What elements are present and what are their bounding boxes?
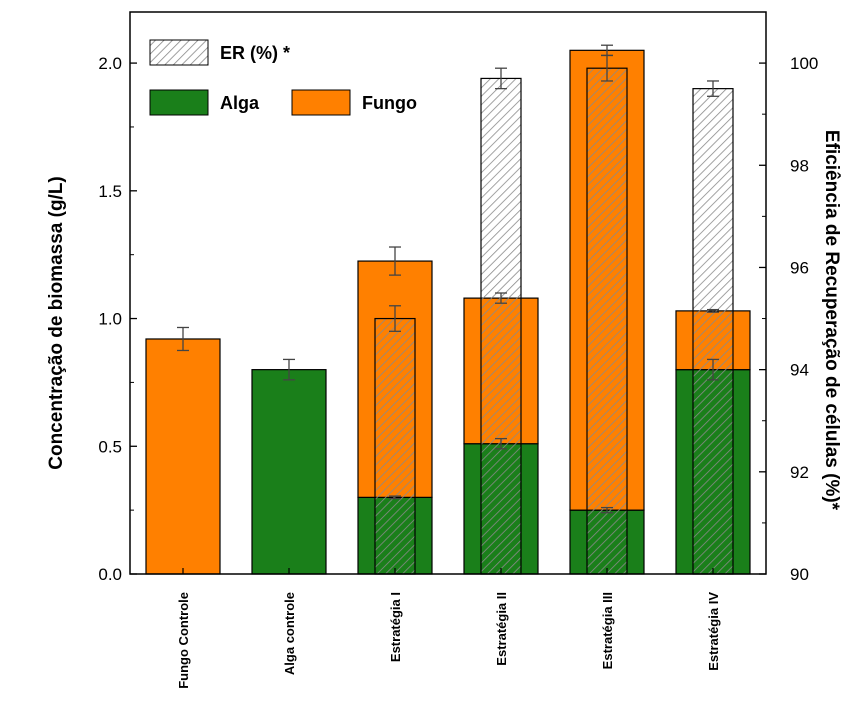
x-tick-label: Estratégia I <box>388 592 403 662</box>
error-bar-total <box>389 246 401 276</box>
legend-label-alga: Alga <box>220 93 260 113</box>
y2-tick-label: 96 <box>790 258 809 277</box>
x-tick-label: Estratégia II <box>494 592 509 666</box>
x-tick-label: Alga controle <box>282 592 297 675</box>
axes-layer: 0.0 0.5 1.0 1.5 2.0 90 92 94 96 98 100 Fungo Contro… <box>98 11 818 689</box>
legend: ER (%) * Alga Fungo <box>149 39 417 116</box>
legend-swatch-alga <box>149 89 209 116</box>
legend-item-fungo: Fungo <box>291 89 417 116</box>
y-tick-label: 0.5 <box>98 437 122 456</box>
error-bar-total <box>707 308 719 313</box>
y2-axis-title: Eficiência de Recuperação de células (%)… <box>821 130 842 511</box>
y-tick-label: 2.0 <box>98 54 122 73</box>
legend-label-fungo: Fungo <box>362 93 417 113</box>
error-bar-alga <box>707 358 719 381</box>
error-bar-er <box>707 80 719 97</box>
bar-alga <box>251 369 327 575</box>
x-tick-label: Estratégia IV <box>706 592 721 671</box>
legend-label-er: ER (%) * <box>220 43 290 63</box>
legend-swatch-fungo <box>291 89 351 116</box>
y-tick-label: 1.5 <box>98 182 122 201</box>
bars-layer <box>145 44 751 575</box>
y2-tick-label: 100 <box>790 54 818 73</box>
bar-er <box>480 77 522 575</box>
y2-tick-label: 90 <box>790 565 809 584</box>
error-bar-total <box>495 292 507 304</box>
y-tick-label: 1.0 <box>98 310 122 329</box>
plot-frame <box>129 11 767 575</box>
y2-tick-label: 92 <box>790 463 809 482</box>
bar-er <box>586 67 628 575</box>
y-axis-title: Concentração de biomassa (g/L) <box>46 176 67 470</box>
legend-item-alga: Alga <box>149 89 260 116</box>
legend-swatch-er <box>149 39 209 66</box>
bar-er <box>692 88 734 575</box>
x-tick-label: Estratégia III <box>600 592 615 669</box>
error-bar-total <box>283 358 295 381</box>
error-bar-alga <box>601 506 613 514</box>
y2-tick-label: 98 <box>790 156 809 175</box>
error-bar-alga <box>389 495 401 500</box>
legend-item-er: ER (%) * <box>149 39 290 66</box>
error-bar-er <box>495 67 507 90</box>
bar-fungo <box>145 338 221 575</box>
y2-tick-label: 94 <box>790 361 809 380</box>
error-bar-alga <box>495 437 507 450</box>
error-bar-er <box>389 305 401 332</box>
x-tick-label: Fungo Controle <box>176 592 191 689</box>
bar-er <box>374 317 416 575</box>
error-bar-er <box>601 54 613 82</box>
error-bar-total <box>177 326 189 352</box>
y-tick-label: 0.0 <box>98 565 122 584</box>
